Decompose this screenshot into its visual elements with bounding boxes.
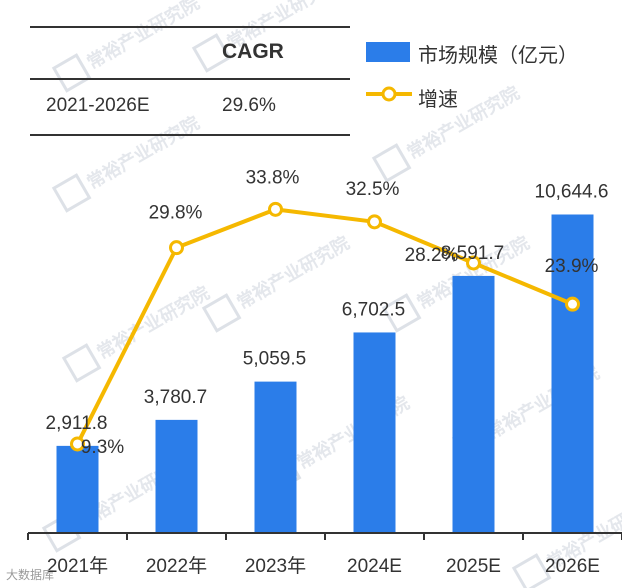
legend-bar-label: 市场规模（亿元） [418,45,578,67]
labels-group: 2,911.8 3,780.7 5,059.5 6,702.5 8,591.7 10,64… [46,167,609,458]
bar-2021年 [56,445,99,533]
legend-line-swatch [366,86,412,102]
x-axis: 2021年 2022年 2023年 2024E 2025E 2026E [27,532,622,577]
cagr-value: 29.6% [222,95,276,116]
growth-value-label: 32.5% [346,179,400,200]
growth-point-2023年 [268,201,283,217]
bar-value-label: 2,911.8 [46,413,108,434]
bar-value-label: 8,591.7 [441,243,504,264]
growth-point-2021年 [70,436,85,452]
growth-value-label: 33.8% [246,167,300,188]
bar-2026E [551,214,594,534]
growth-point-2022年 [169,240,184,256]
bars-group [56,214,594,534]
x-tick-label: 2021年 [47,555,108,577]
x-tick-label: 2025E [446,556,501,577]
legend-line-label: 增速 [418,89,458,111]
cagr-table-header: CAGR [30,26,350,80]
growth-value-label: 9.3% [81,437,124,458]
growth-point-2024E [367,214,382,230]
cagr-period: 2021-2026E [46,95,150,116]
growth-value-label: 28.2% [405,245,459,266]
bar-value-label: 3,780.7 [144,387,207,408]
bar-value-label: 10,644.6 [535,181,609,202]
bar-2022年 [155,419,198,533]
cagr-table-row: 2021-2026E 29.6% [30,80,350,136]
bar-2025E [452,275,495,533]
x-tick-label: 2026E [545,556,600,577]
cagr-header-label: CAGR [222,40,284,63]
growth-line-group [70,201,580,452]
x-tick-label: 2022年 [146,555,207,577]
cagr-table: CAGR 2021-2026E 29.6% [30,26,350,136]
growth-value-label: 29.8% [149,203,203,224]
watermark-text: 常裕产业研究院 [233,232,353,313]
bar-2023年 [254,381,297,533]
bar-value-label: 6,702.5 [342,299,405,320]
growth-point-2026E [565,296,580,312]
bar-2024E [353,332,396,533]
growth-point-2025E [466,255,481,271]
watermark-stamp: 常裕产业研究院 [61,282,213,383]
footer-brand-text: 大数据库 [6,568,55,582]
legend-bar-swatch [366,42,410,62]
bar-value-label: 5,059.5 [243,349,306,370]
growth-line [75,207,574,445]
growth-value-label: 23.9% [545,256,599,277]
x-tick-label: 2023年 [245,555,306,577]
watermark-stamp: 常裕产业研究院 [201,232,353,333]
x-tick-label: 2024E [347,556,402,577]
